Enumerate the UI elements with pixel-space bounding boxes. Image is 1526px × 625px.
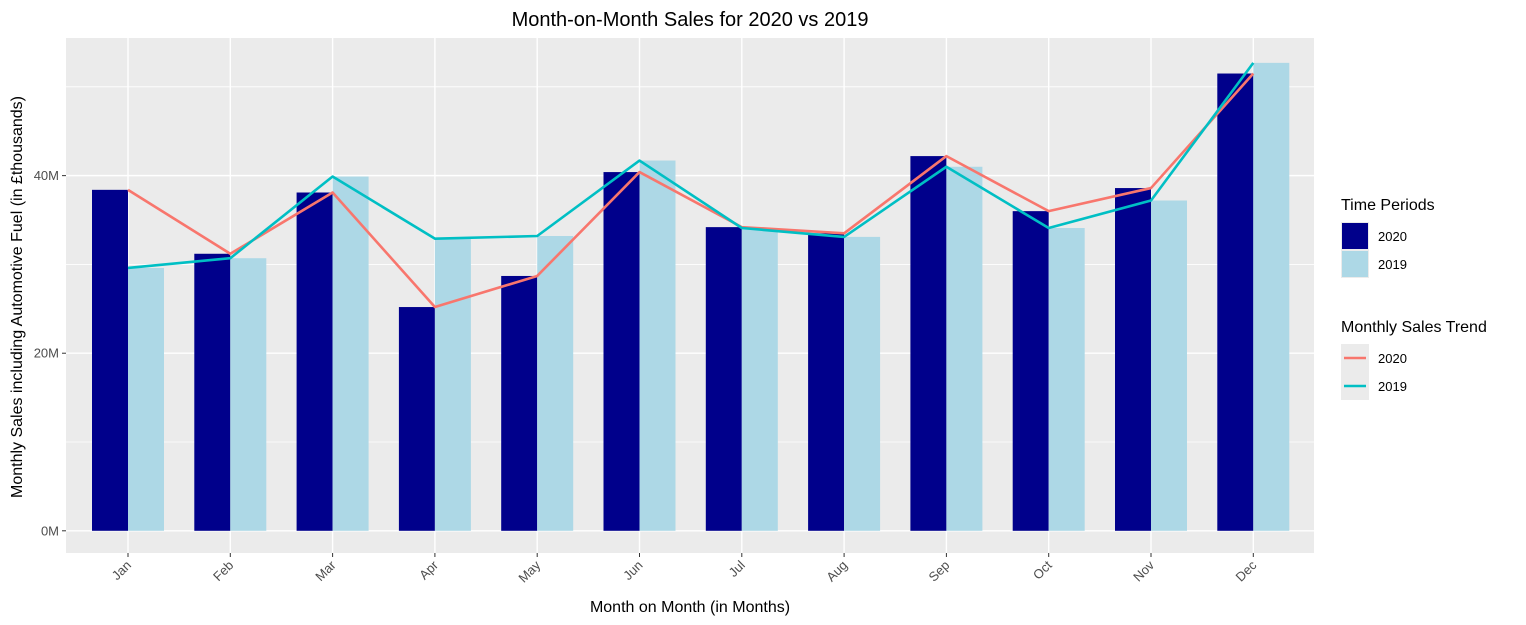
bars-group (92, 62, 1290, 531)
bar-2019-oct (1048, 228, 1085, 531)
bar-2020-oct (1012, 211, 1049, 531)
plot-panel (66, 38, 1314, 553)
legend-label: 2020 (1378, 351, 1407, 366)
trend-line-2020 (127, 72, 1255, 309)
legend-label: 2020 (1378, 229, 1407, 244)
x-tick-label: Aug (823, 558, 850, 585)
bar-2020-nov (1115, 188, 1151, 531)
bar-2019-sep (946, 166, 983, 531)
x-tick-label: Jun (620, 558, 645, 583)
y-axis-title: Monthly Sales including Automotive Fuel … (9, 96, 26, 498)
x-tick-label: Jul (726, 557, 748, 579)
y-axis-ticks: 0M 20M 40M (34, 168, 66, 538)
bar-2019-mar (332, 176, 369, 531)
x-tick-label: Apr (416, 557, 441, 582)
legend-swatch (1342, 251, 1368, 277)
legend-title: Time Periods (1341, 197, 1435, 214)
y-tick-label: 20M (34, 346, 59, 361)
bar-2019-jan (128, 267, 164, 531)
bar-2020-apr (398, 307, 435, 531)
x-tick-label: Jan (109, 558, 134, 583)
x-tick-label: Sep (926, 558, 953, 585)
x-tick-label: Mar (312, 557, 339, 584)
bar-2020-jan (92, 189, 128, 531)
x-axis-title: Month on Month (in Months) (590, 599, 790, 616)
bar-2020-jul (705, 227, 742, 531)
bar-2020-jun (603, 172, 640, 531)
bar-2020-sep (910, 156, 947, 531)
x-tick-label: Nov (1130, 557, 1157, 584)
legend-label: 2019 (1378, 379, 1407, 394)
legend-label: 2019 (1378, 257, 1407, 272)
x-tick-label: May (515, 557, 543, 585)
bar-2019-jun (639, 160, 676, 531)
minor-gridlines (66, 86, 1314, 443)
bar-2020-mar (296, 192, 333, 531)
x-tick-label: Dec (1232, 557, 1259, 584)
x-tick-label: Feb (210, 558, 236, 584)
bar-2020-may (501, 275, 538, 531)
bar-2019-dec (1253, 62, 1290, 531)
trend-line-2019 (127, 62, 1255, 270)
bar-2019-jul (741, 228, 778, 531)
trend-lines-group (127, 62, 1255, 309)
bar-2019-feb (230, 258, 267, 531)
x-axis-ticks: Jan Feb Mar Apr May Jun Jul Aug Sep Oct Nov Dec (109, 553, 1260, 585)
y-tick-label: 40M (34, 168, 59, 183)
bar-2020-dec (1217, 73, 1254, 531)
bar-2019-may (537, 236, 574, 531)
legend-title: Monthly Sales Trend (1341, 319, 1487, 336)
bar-2019-aug (844, 236, 881, 531)
legend-swatch (1342, 223, 1368, 249)
bar-2019-nov (1151, 200, 1187, 531)
legend: Time Periods 2020 2019 Monthly Sales Trend 2… (1341, 197, 1487, 400)
bar-2019-apr (434, 238, 471, 531)
chart-title: Month-on-Month Sales for 2020 vs 2019 (512, 9, 869, 31)
y-tick-label: 0M (41, 523, 59, 538)
x-tick-label: Oct (1030, 557, 1055, 582)
bar-2020-feb (194, 253, 231, 531)
bar-2020-aug (808, 233, 845, 531)
